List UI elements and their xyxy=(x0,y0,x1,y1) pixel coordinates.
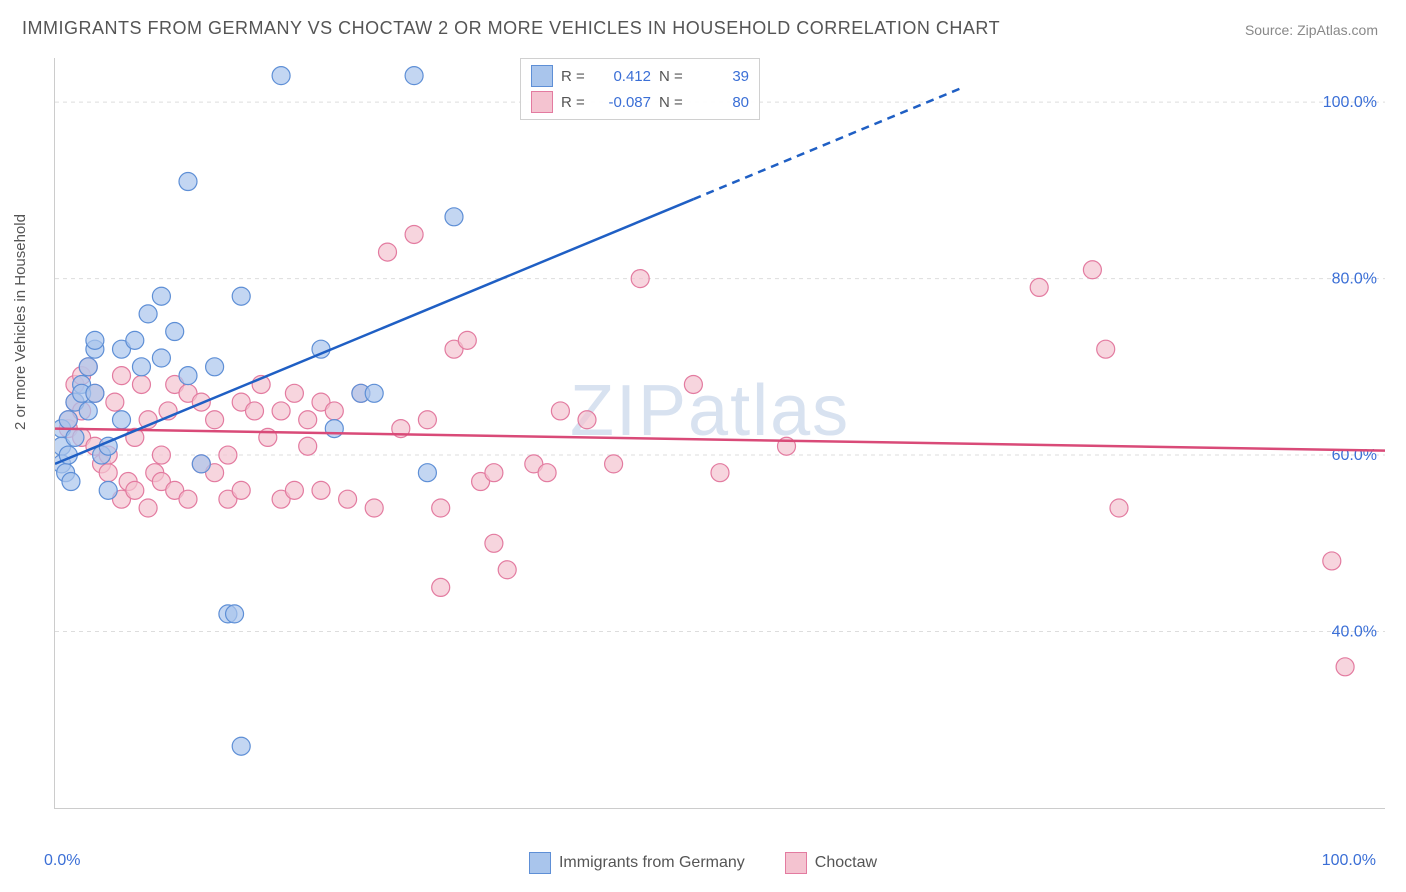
swatch-germany xyxy=(529,852,551,874)
legend-row-choctaw: R = -0.087 N = 80 xyxy=(531,89,749,115)
correlation-legend: R = 0.412 N = 39 R = -0.087 N = 80 xyxy=(520,58,760,120)
swatch-germany xyxy=(531,65,553,87)
swatch-choctaw xyxy=(785,852,807,874)
legend-row-germany: R = 0.412 N = 39 xyxy=(531,63,749,89)
source-attribution: Source: ZipAtlas.com xyxy=(1245,22,1378,38)
r-label: R = xyxy=(561,94,589,111)
svg-text:40.0%: 40.0% xyxy=(1332,624,1377,641)
scatter-svg: 40.0%60.0%80.0%100.0% xyxy=(55,58,1385,808)
svg-text:80.0%: 80.0% xyxy=(1332,271,1377,288)
r-value-germany: 0.412 xyxy=(597,68,651,85)
n-value-germany: 39 xyxy=(695,68,749,85)
n-label: N = xyxy=(659,68,687,85)
r-value-choctaw: -0.087 xyxy=(597,94,651,111)
legend-label-choctaw: Choctaw xyxy=(815,854,877,872)
chart-title: IMMIGRANTS FROM GERMANY VS CHOCTAW 2 OR … xyxy=(22,18,1000,39)
r-label: R = xyxy=(561,68,589,85)
legend-label-germany: Immigrants from Germany xyxy=(559,854,745,872)
svg-text:100.0%: 100.0% xyxy=(1323,94,1377,111)
y-axis-label: 2 or more Vehicles in Household xyxy=(12,214,29,430)
n-label: N = xyxy=(659,94,687,111)
series-legend: Immigrants from Germany Choctaw xyxy=(0,852,1406,874)
chart-plot-area: 40.0%60.0%80.0%100.0% xyxy=(54,58,1385,809)
swatch-choctaw xyxy=(531,91,553,113)
legend-item-choctaw: Choctaw xyxy=(785,852,877,874)
n-value-choctaw: 80 xyxy=(695,94,749,111)
legend-item-germany: Immigrants from Germany xyxy=(529,852,745,874)
